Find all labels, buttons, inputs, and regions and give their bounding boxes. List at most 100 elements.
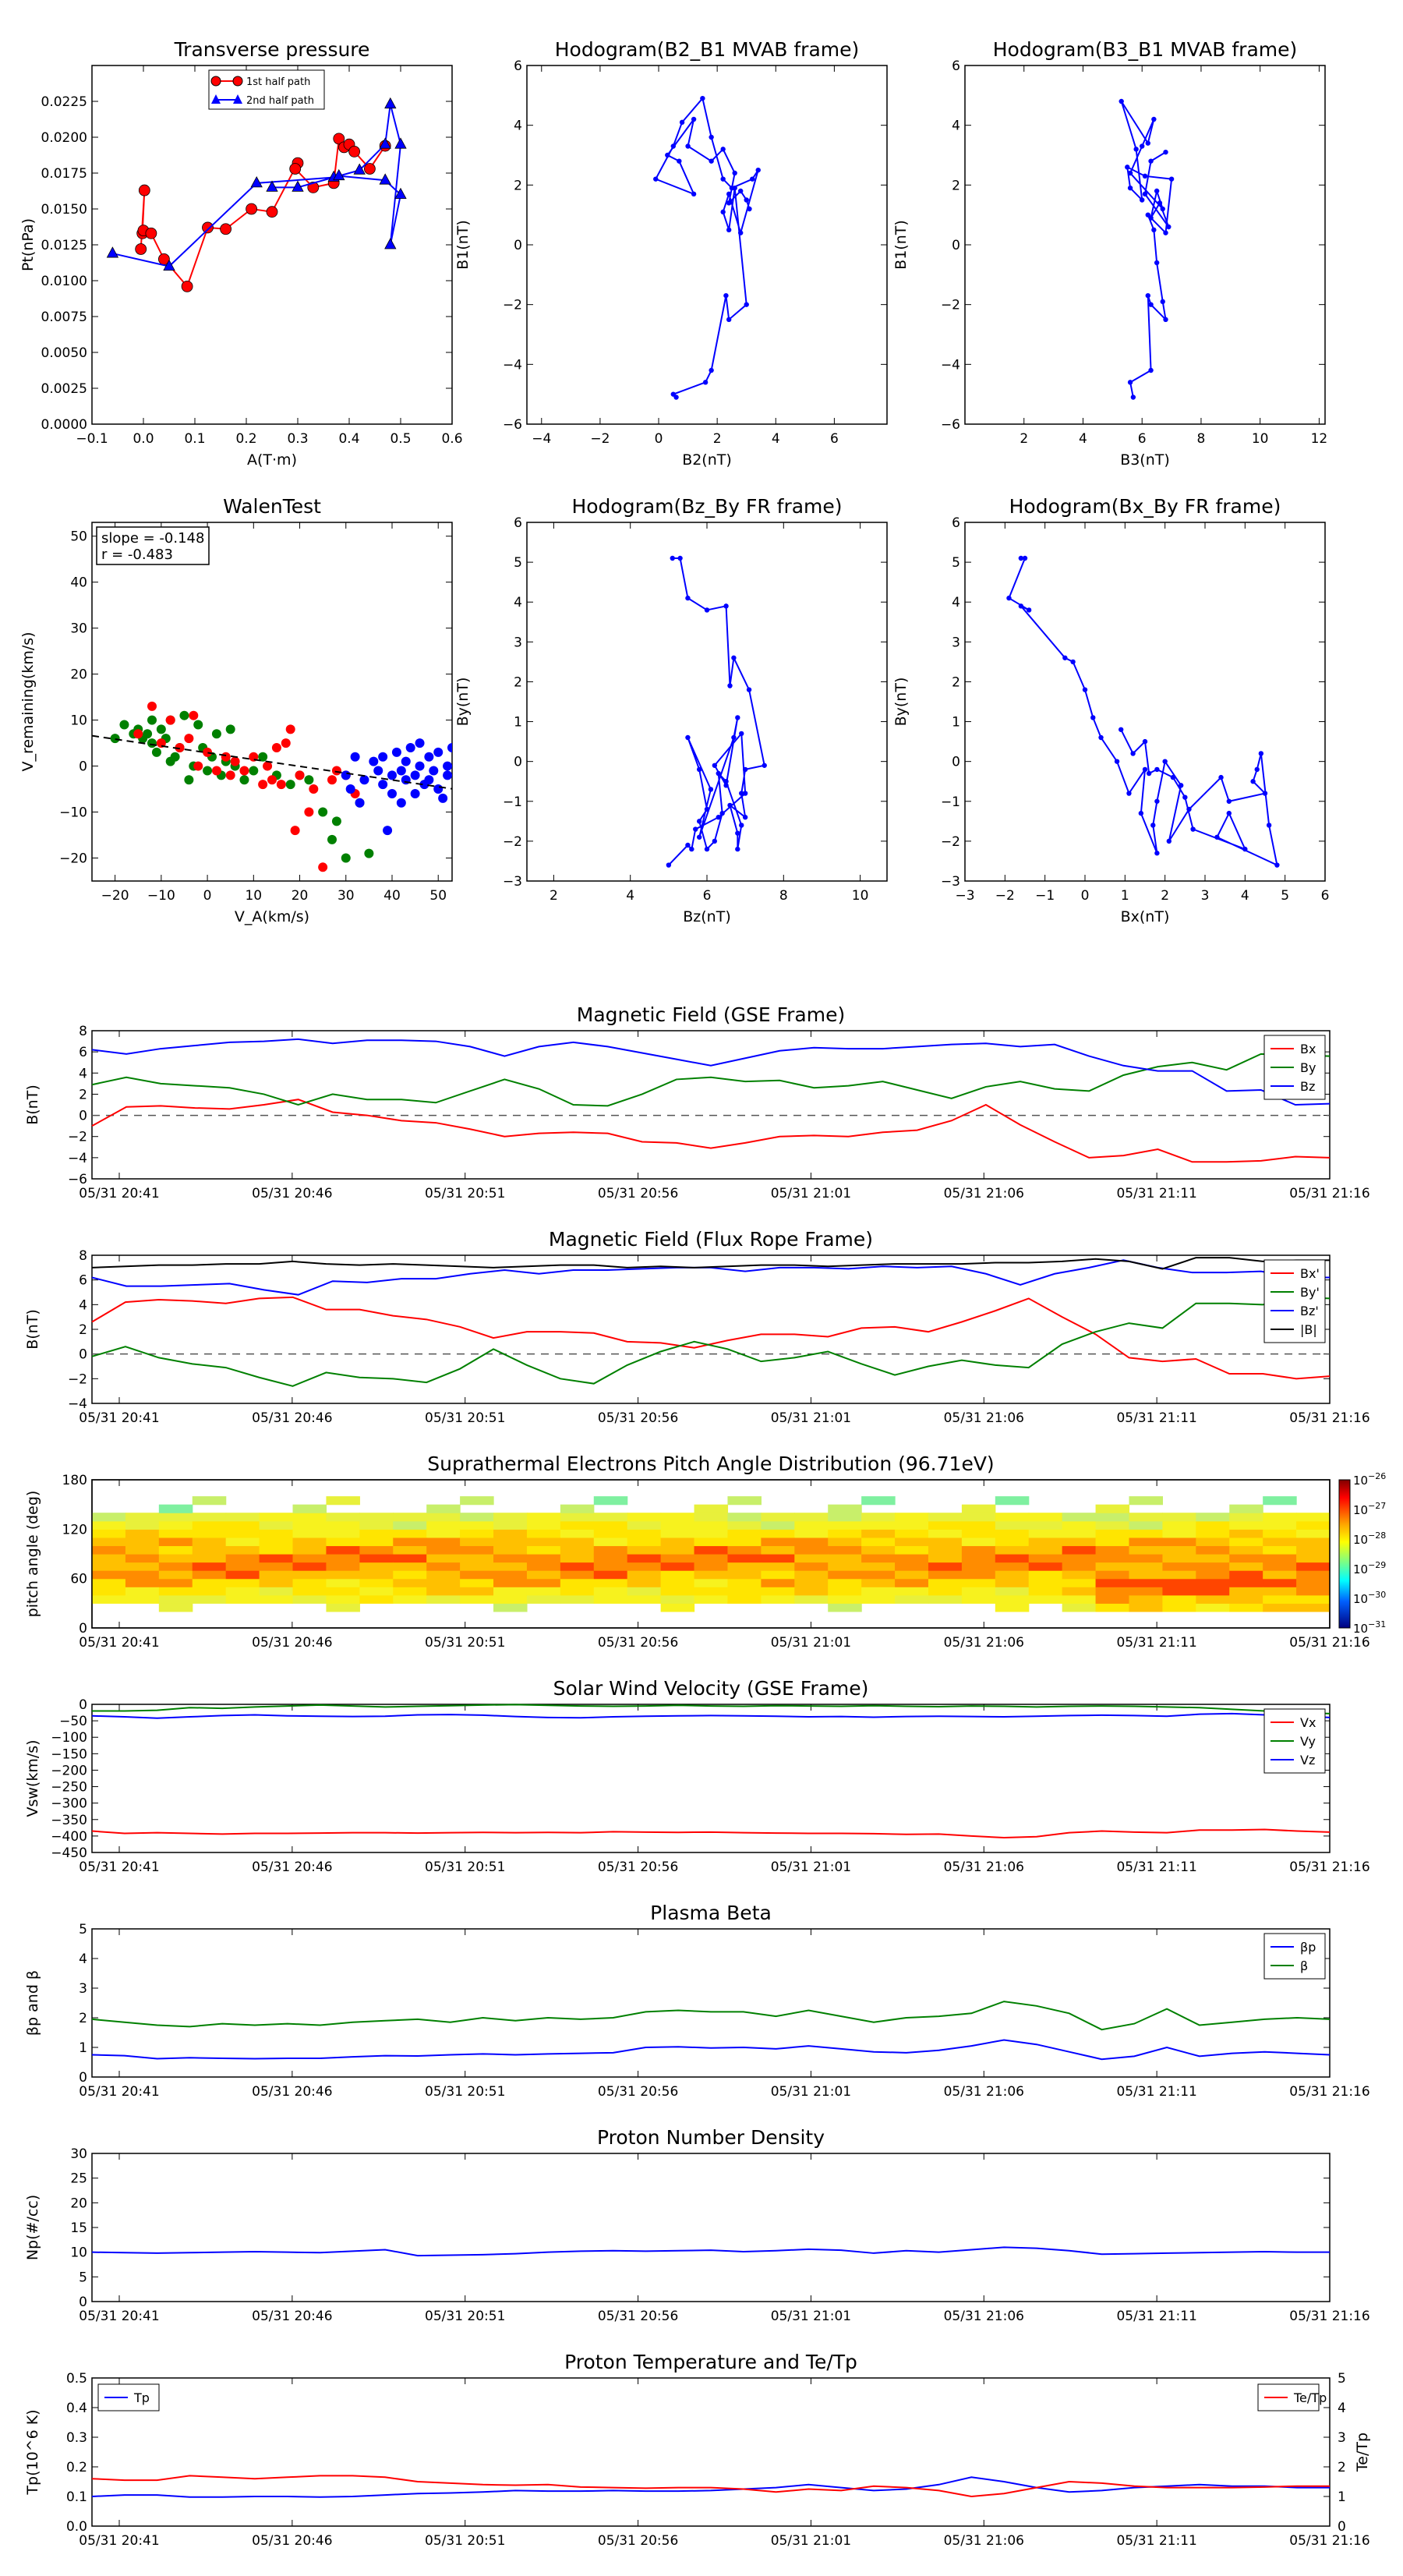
data-point [106,246,119,258]
x-tick-label: 0.4 [338,431,359,447]
data-point [331,816,341,826]
heatmap-cell [995,1594,1030,1604]
heatmap-cell [627,1520,662,1530]
y-tick-label: 5 [514,555,522,571]
y-tick-label: −400 [51,1829,87,1845]
plot-frame [964,522,1326,882]
y-tick-label: 0.0175 [41,166,87,182]
heatmap-cell [694,1587,729,1596]
heatmap-cell [1062,1537,1097,1547]
data-point [1130,751,1136,756]
x-tick-label: 05/31 21:16 [1289,2533,1369,2549]
y-tick-label: 2 [952,674,960,690]
y-tick-label: −2 [68,1371,87,1387]
heatmap-cell [593,1537,628,1547]
heatmap-cell [895,1554,929,1563]
y-tick-label: 3 [79,1981,87,1997]
heatmap-cell [828,1587,862,1596]
heatmap-cell [259,1513,294,1522]
x-tick-label: 05/31 20:51 [425,2309,505,2324]
heatmap-cell [895,1570,929,1580]
y-tick-label: 0 [79,1109,87,1124]
y-tick-label-right: 0 [1338,2519,1346,2535]
legend-label: Bz' [1300,1304,1319,1318]
heatmap-cell [1162,1570,1196,1580]
data-point [1157,200,1163,206]
heatmap-cell [1129,1603,1164,1612]
data-point [424,752,434,762]
legend-box [1263,1933,1326,1980]
heatmap-cell [393,1570,427,1580]
heatmap-cell [460,1587,494,1596]
y-tick-label: −50 [59,1714,87,1729]
heatmap-cell [326,1513,360,1522]
heatmap-cell [895,1578,929,1587]
x-tick-label: 4 [1079,431,1087,447]
heatmap-cell [1062,1578,1097,1587]
plot-frame [91,2377,1331,2527]
data-point [720,209,726,215]
heatmap-cell [460,1513,494,1522]
heatmap-cell [1095,1529,1130,1538]
data-point [685,842,691,848]
heatmap-cell [393,1529,427,1538]
y-tick-label: 0.4 [66,2401,87,2416]
heatmap-cell [828,1513,862,1522]
heatmap-cell [794,1529,829,1538]
heatmap-cell [761,1578,795,1587]
heatmap-cell [1229,1587,1263,1596]
y-tick-label: 0 [952,238,960,253]
data-point [225,724,235,734]
data-point [1254,766,1260,773]
heatmap-cell [158,1537,193,1547]
legend-label: Bz [1300,1079,1315,1094]
heatmap-cell [526,1537,561,1547]
data-point [739,791,744,796]
heatmap-cell [627,1562,662,1571]
y-tick-label: 0.3 [66,2430,87,2446]
heatmap-cell [225,1578,260,1587]
heatmap-cell [995,1545,1030,1555]
y-tick-label: −4 [941,357,960,373]
y-tick-label: 4 [952,119,960,134]
legend-marker [232,76,243,87]
heatmap-cell [359,1520,394,1530]
heatmap-cell [727,1554,762,1563]
y-tick-label: 0.0025 [41,381,87,397]
data-point [735,830,740,836]
data-point [333,168,345,181]
heatmap-cell [928,1513,963,1522]
heatmap-cell [694,1504,729,1513]
data-point [292,180,304,192]
heatmap-cell [125,1578,160,1587]
x-tick-label: 05/31 20:41 [79,2533,159,2549]
heatmap-cell [627,1578,662,1587]
heatmap-cell [1129,1520,1164,1530]
heatmap-cell [861,1578,896,1587]
y-tick-label: 6 [952,58,960,74]
heatmap-cell [861,1554,896,1563]
heatmap-cell [995,1496,1030,1506]
chart-beta: Plasma Beta 05/31 20:41 05/31 20:46 05/31 2… [24,1902,1370,2100]
data-point [225,770,235,780]
data-point [726,200,732,206]
heatmap-cell [961,1504,996,1513]
heatmap-cell [794,1570,829,1580]
chart-bgse: Magnetic Field (GSE Frame) 05/31 20:41 05/… [24,1003,1370,1201]
data-point [720,147,726,152]
heatmap-cell [292,1529,327,1538]
x-tick-label: 05/31 21:06 [944,1635,1024,1651]
data-point [716,815,721,820]
heatmap-cell [660,1570,695,1580]
heatmap-cell [928,1578,963,1587]
data-point [250,176,263,188]
data-point [379,173,391,185]
x-tick-label: 10 [1252,431,1269,447]
legend-label: 2nd half path [246,95,314,107]
data-point [1062,655,1068,660]
heatmap-cell [961,1554,996,1563]
heatmap-cell [1095,1537,1130,1547]
legend-label: βp [1300,1940,1316,1955]
